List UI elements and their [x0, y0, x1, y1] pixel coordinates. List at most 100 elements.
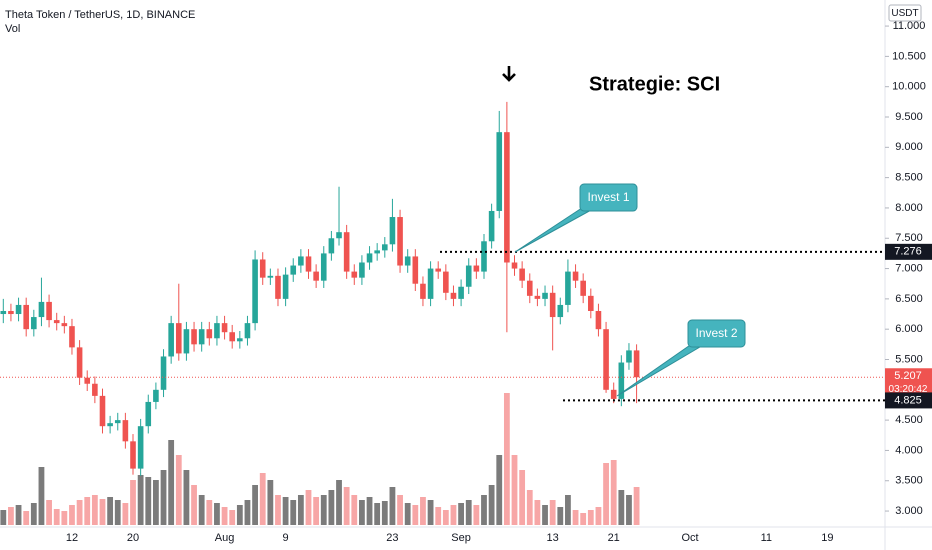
volume-bar: [130, 480, 136, 525]
candle-body: [343, 232, 350, 272]
candle-body: [206, 329, 213, 339]
candle-body: [481, 241, 487, 272]
volume-bar: [435, 507, 442, 525]
candle-body: [229, 332, 235, 342]
candle-body: [313, 271, 319, 281]
candle-body: [237, 338, 243, 342]
candle-body: [267, 275, 274, 278]
volume-bar: [351, 495, 358, 525]
candle-body: [565, 271, 571, 305]
candle-body: [252, 259, 258, 324]
volume-bar: [175, 455, 182, 525]
x-tick-label: 19: [821, 532, 833, 544]
candle-body: [595, 310, 602, 330]
y-tick-label: 8.500: [895, 172, 923, 184]
candle-body: [557, 304, 564, 318]
candle-body: [450, 292, 457, 299]
volume-bar: [496, 455, 503, 525]
volume-bar: [84, 497, 91, 525]
x-tick-label: Aug: [215, 532, 235, 544]
candle-body: [76, 347, 83, 378]
volume-bar: [114, 500, 121, 525]
candle-body: [137, 426, 144, 469]
currency-label[interactable]: USDT: [891, 8, 918, 19]
callout: [687, 319, 746, 348]
x-tick-label: Sep: [451, 532, 471, 544]
volume-bar: [183, 470, 190, 525]
volume-bar: [465, 500, 472, 525]
candle-body: [366, 253, 373, 263]
volume-bar: [565, 495, 571, 525]
candle-body: [320, 253, 327, 281]
volume-bar: [236, 505, 243, 525]
candle-body: [526, 280, 533, 296]
volume-bar: [267, 480, 274, 525]
candle-body: [61, 323, 68, 327]
volume-bar: [30, 503, 37, 525]
volume-bar: [198, 495, 205, 525]
candle-body: [374, 250, 380, 254]
volume-bar: [397, 495, 403, 525]
currency-box[interactable]: [888, 4, 922, 22]
volume-bar: [282, 497, 289, 525]
volume-bar: [320, 495, 327, 525]
candle-body: [99, 395, 106, 427]
candle-body: [130, 441, 136, 469]
x-tick-label: 12: [66, 532, 78, 544]
volume-bar: [381, 501, 388, 525]
price-line-box: [885, 392, 932, 409]
volume-bar: [488, 485, 495, 525]
callout-text: Invest 2: [695, 326, 737, 340]
candle-body: [458, 286, 464, 299]
volume-bar: [214, 503, 220, 525]
candle-body: [221, 323, 228, 333]
chart-title: Theta Token / TetherUS, 1D, BINANCE: [5, 9, 195, 21]
candle-body: [404, 256, 411, 266]
y-tick-label: 5.500: [895, 353, 923, 365]
volume-bar: [473, 505, 480, 525]
y-tick-label: 3.000: [895, 505, 923, 517]
y-tick-label: 8.000: [895, 202, 923, 214]
volume-bar: [206, 500, 213, 525]
volume-bar: [458, 503, 464, 525]
volume-bar: [305, 490, 312, 525]
candle-body: [351, 271, 358, 278]
y-tick-label: 4.000: [895, 444, 923, 456]
candle-body: [107, 423, 113, 427]
candle-body: [382, 244, 388, 251]
volume-bar: [511, 455, 518, 525]
candle-body: [160, 356, 167, 390]
volume-bar: [534, 500, 541, 525]
candle-body: [511, 262, 518, 269]
x-tick-label: 21: [608, 532, 620, 544]
volume-bar: [69, 505, 75, 525]
candle-body: [69, 326, 75, 348]
candle-body: [244, 323, 251, 339]
volume-bar: [191, 485, 197, 525]
volume-bar: [328, 490, 335, 525]
volume-bar: [549, 500, 556, 525]
candle-body: [46, 301, 52, 321]
volume-bar: [275, 495, 281, 525]
candle-body: [175, 323, 182, 354]
y-tick-label: 11.000: [893, 20, 926, 32]
volume-bar: [168, 440, 175, 525]
volume-bar: [46, 500, 52, 525]
volume-bar: [336, 480, 342, 525]
down-arrow: [502, 66, 516, 82]
volume-bar: [542, 505, 548, 525]
candle-body: [549, 292, 556, 318]
volume-bar: [229, 510, 236, 525]
callout: [579, 183, 638, 212]
x-tick-label: 11: [761, 532, 772, 544]
candle-body: [618, 362, 625, 399]
candle-body: [435, 268, 442, 272]
volume-bar: [626, 495, 632, 525]
candle-body: [572, 271, 579, 281]
candle-body: [168, 323, 174, 357]
volume-bar: [15, 505, 22, 525]
volume-bar: [23, 511, 30, 525]
volume-bar: [145, 477, 152, 525]
y-tick-label: 6.500: [895, 293, 923, 305]
